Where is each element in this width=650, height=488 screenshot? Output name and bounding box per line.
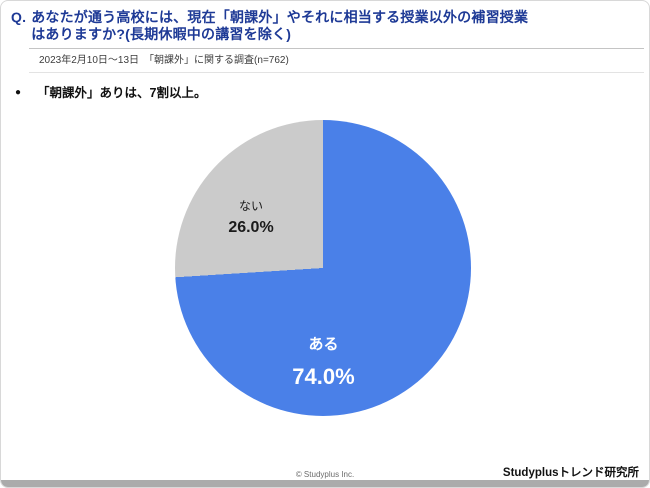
question-prefix: Q. — [11, 9, 27, 25]
bottom-edge-bar — [1, 480, 649, 487]
slice-name-nai: ない — [238, 199, 263, 213]
question-line-2: はありますか?(長期休暇中の講習を除く) — [31, 26, 292, 42]
question-line-1: あなたが通う高校には、現在「朝課外」やそれに相当する授業以外の補習授業 — [31, 9, 529, 25]
slice-percent-nai: 26.0% — [228, 219, 274, 236]
bullet-icon: ● — [15, 87, 22, 98]
brand-name: Studyplusトレンド研究所 — [502, 467, 639, 479]
subtitle-divider — [29, 72, 644, 73]
pie-chart — [175, 120, 471, 416]
slice-percent-aru: 74.0% — [292, 364, 355, 389]
title-divider — [29, 48, 644, 49]
slice-name-aru: ある — [308, 336, 339, 353]
key-finding-text: 「朝課外」ありは、7割以上。 — [37, 86, 207, 100]
page-title: Q. あなたが通う高校には、現在「朝課外」やそれに相当する授業以外の補習授業 は… — [11, 9, 643, 43]
slice-label-aru: ある 74.0% — [241, 333, 406, 390]
copyright-text: © Studyplus Inc. — [295, 470, 355, 479]
slice-label-nai: ない 26.0% — [181, 197, 321, 237]
key-finding: ● 「朝課外」ありは、7割以上。 — [15, 85, 639, 101]
question-text: あなたが通う高校には、現在「朝課外」やそれに相当する授業以外の補習授業 はありま… — [31, 9, 528, 43]
survey-meta: 2023年2月10日〜13日 「朝課外」に関する調査(n=762) — [39, 55, 289, 66]
